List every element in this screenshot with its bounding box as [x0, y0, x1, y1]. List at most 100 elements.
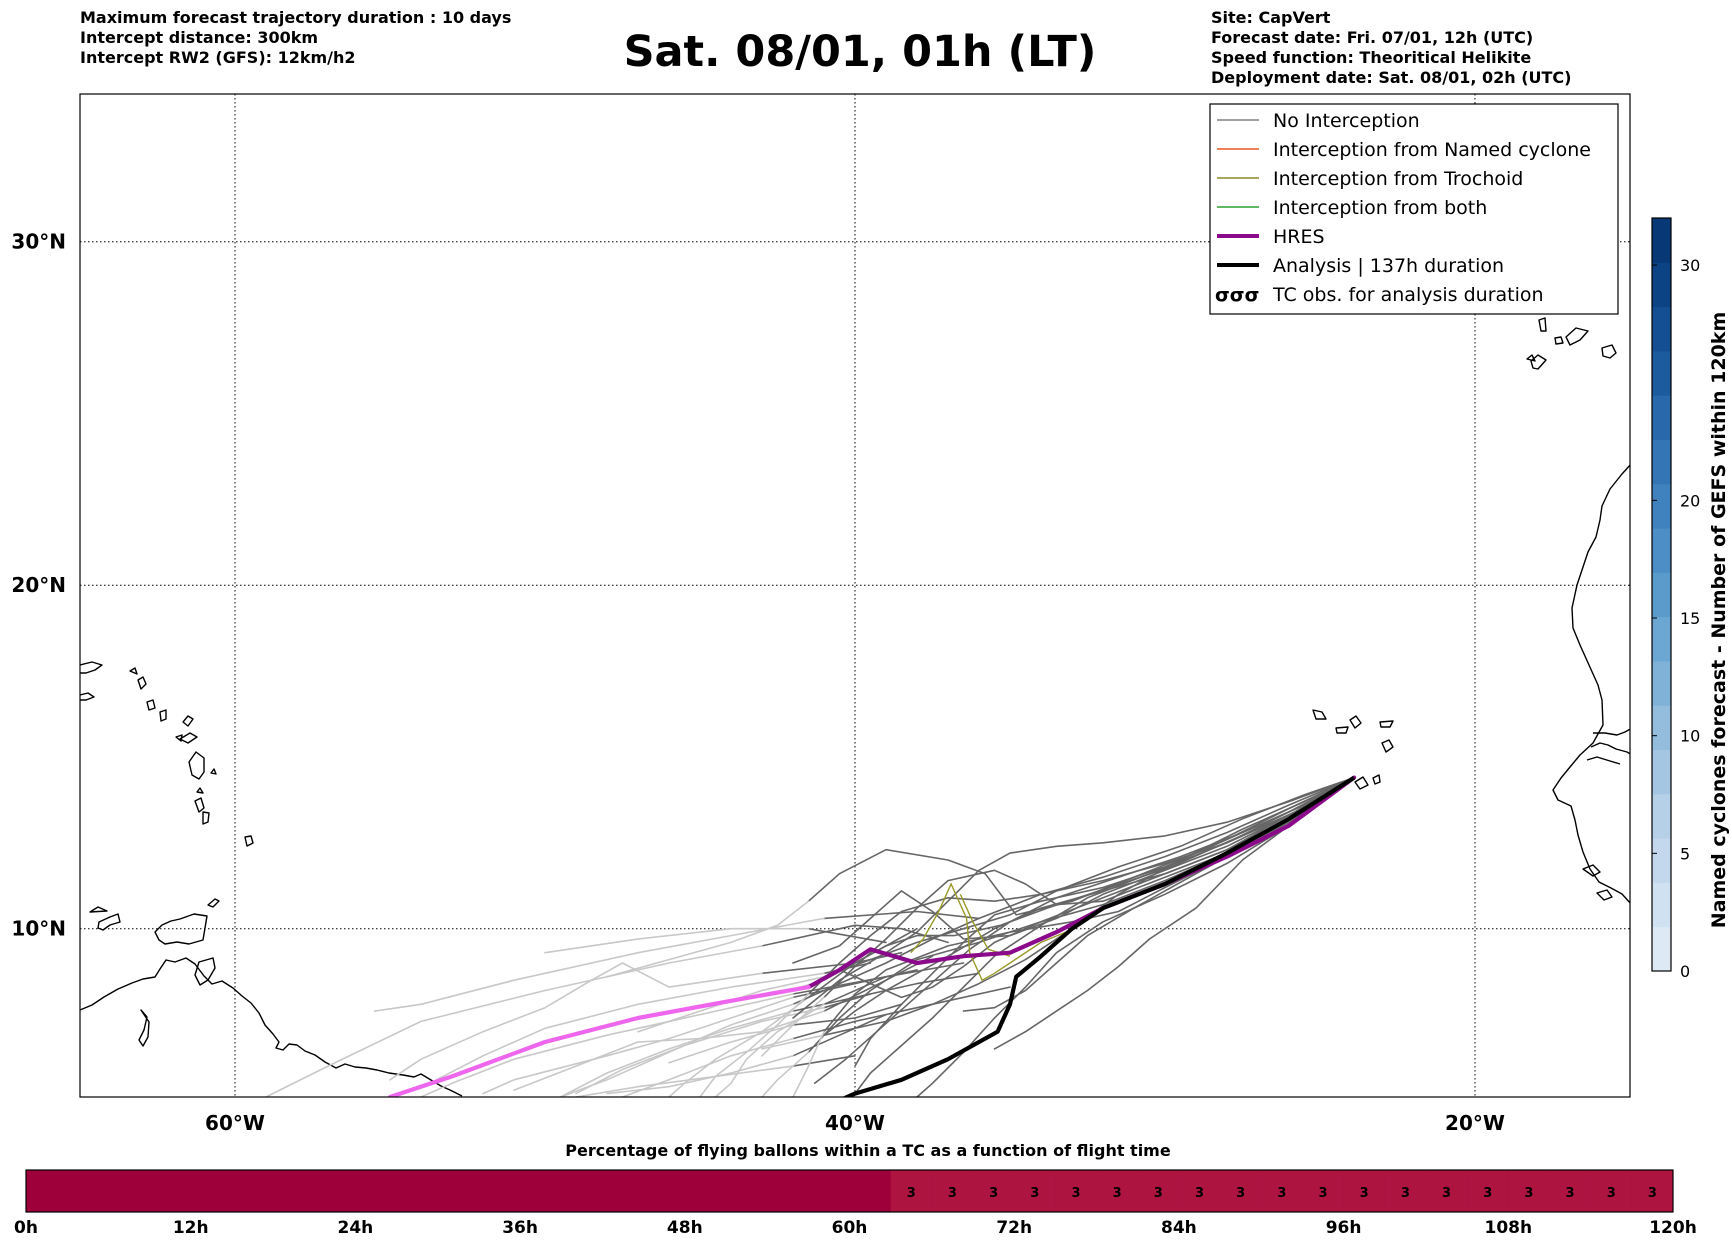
- timeline-bin: [890, 1170, 932, 1212]
- analysis-track: [842, 775, 1356, 1097]
- intercept-distance-text: Intercept distance: 300km: [80, 28, 319, 47]
- timeline-bin-label: 3: [1030, 1186, 1039, 1201]
- legend-tc-symbol: σσσ: [1215, 284, 1259, 306]
- timeline-bin: [1425, 1170, 1468, 1212]
- timeline-bin-label: 3: [907, 1186, 916, 1201]
- coastline-path: [1554, 336, 1564, 345]
- coastline-path: [188, 751, 205, 780]
- ensemble-track: [668, 1024, 794, 1064]
- ensemble-track: [265, 945, 763, 1097]
- timeline-tick-label: 48h: [667, 1218, 703, 1238]
- coastline-path: [244, 835, 254, 847]
- coastline-path: [1312, 709, 1327, 720]
- cyclone-colorbar: 0 5 10 15 20 30: [1651, 217, 1700, 981]
- timeline-bin-label: 3: [948, 1186, 957, 1201]
- page-title: Sat. 08/01, 01h (LT): [623, 27, 1097, 77]
- y-tick-label: 30°N: [11, 230, 66, 254]
- site-text: Site: CapVert: [1211, 8, 1331, 27]
- colorbar-segment: [1652, 483, 1671, 529]
- timeline-bin: [1014, 1170, 1056, 1212]
- coastline-path: [80, 661, 103, 674]
- timeline-bin-label: 3: [1236, 1186, 1245, 1201]
- timeline-bin-label: 3: [1154, 1186, 1163, 1201]
- coastline-path: [1582, 864, 1601, 877]
- coastline-path: [1565, 327, 1589, 346]
- coastline-path: [1381, 739, 1394, 753]
- coastline-path: [1526, 354, 1536, 362]
- legend-box: [1209, 103, 1619, 315]
- ensemble-track: [823, 993, 872, 1009]
- coastline-path: [1349, 715, 1362, 729]
- x-tick-label: 40°W: [825, 1111, 885, 1135]
- flight-time-bar: 3 3 3 3 3 3 3 3 3 3 3 3 3 3 3 3 3 3 3 0h 12h 24h 36h 48h 60h 72h 8…: [14, 1169, 1697, 1238]
- colorbar-segment: [1652, 439, 1671, 485]
- coastline-path: [1530, 354, 1547, 370]
- coastline-path: [1601, 344, 1617, 359]
- timeline-bin: [1467, 1170, 1509, 1212]
- coastline-path: [1590, 742, 1630, 755]
- timeline-tick-label: 96h: [1326, 1218, 1362, 1238]
- timeline-tick-label: 72h: [996, 1218, 1032, 1238]
- ensemble-track: [823, 975, 887, 1006]
- colorbar-segment: [1652, 749, 1671, 795]
- colorbar-tick-label: 15: [1680, 609, 1700, 628]
- timeline-bin-label: 3: [1566, 1186, 1575, 1201]
- colorbar-tick-label: 5: [1680, 844, 1690, 863]
- x-tick-label: 60°W: [205, 1111, 265, 1135]
- y-tick-label: 10°N: [11, 917, 66, 941]
- ensemble-track: [823, 776, 1355, 982]
- colorbar-segment: [1652, 882, 1671, 928]
- ensemble-track: [993, 776, 1355, 1050]
- timeline-bin: [1590, 1170, 1632, 1212]
- timeline-bin: [1220, 1170, 1262, 1212]
- timeline-frame: [25, 1169, 1674, 1213]
- timeline-bin-label: 3: [1360, 1186, 1369, 1201]
- timeline-bin: [931, 1170, 974, 1212]
- ensemble-track: [606, 900, 810, 978]
- colorbar-segment: [1652, 793, 1671, 839]
- coastline-path: [1379, 720, 1394, 728]
- coastline-path: [89, 906, 108, 913]
- intercept-rw2-text: Intercept RW2 (GFS): 12km/h2: [80, 48, 356, 67]
- coastline-path: [154, 913, 208, 945]
- ensemble-track: [699, 993, 810, 1097]
- forecast-parameters: Maximum forecast trajectory duration : 1…: [80, 8, 511, 68]
- colorbar-segment: [1652, 262, 1671, 308]
- coastline-path: [129, 667, 138, 675]
- coastline-path: [159, 709, 167, 722]
- timeline-bin: [1549, 1170, 1591, 1212]
- coastline-path: [1372, 774, 1381, 785]
- coastline-path: [202, 811, 210, 825]
- timeline-bin-label: 3: [1442, 1186, 1451, 1201]
- timeline-tick-label: 12h: [173, 1218, 209, 1238]
- timeline-bin: [1137, 1170, 1179, 1212]
- timeline-bin: [1302, 1170, 1344, 1212]
- trajectory-layer: [265, 775, 1357, 1097]
- timeline-bin-label: 3: [1524, 1186, 1533, 1201]
- coastline-path: [175, 734, 183, 742]
- coastline-path: [196, 787, 204, 794]
- timeline-bin-label: 3: [1113, 1186, 1122, 1201]
- colorbar-label: Named cyclones forecast - Number of GEFS…: [1708, 312, 1730, 929]
- hres-track: [387, 984, 811, 1097]
- colorbar-tick-label: 30: [1680, 256, 1700, 275]
- colorbar-tick-label: 0: [1680, 962, 1690, 981]
- colorbar-tick-label: 20: [1680, 491, 1700, 510]
- ensemble-track: [575, 1065, 794, 1097]
- timeline-tick-label: 84h: [1161, 1218, 1197, 1238]
- coastline-path: [182, 715, 194, 727]
- colorbar-segment: [1652, 926, 1671, 972]
- coastline-path: [1552, 464, 1630, 904]
- coastline-path: [97, 913, 121, 931]
- map-frame: [79, 93, 1631, 1098]
- ensemble-track: [792, 1003, 903, 1026]
- timeline-tick-label: 120h: [1649, 1218, 1697, 1238]
- coastlines: [80, 317, 1630, 1097]
- timeline-bin-label: 3: [989, 1186, 998, 1201]
- colorbar-segment: [1652, 306, 1671, 352]
- legend-label: Interception from both: [1273, 197, 1487, 219]
- coastline-path: [210, 768, 217, 775]
- timeline-tick-label: 24h: [338, 1218, 374, 1238]
- coastline-path: [207, 898, 220, 908]
